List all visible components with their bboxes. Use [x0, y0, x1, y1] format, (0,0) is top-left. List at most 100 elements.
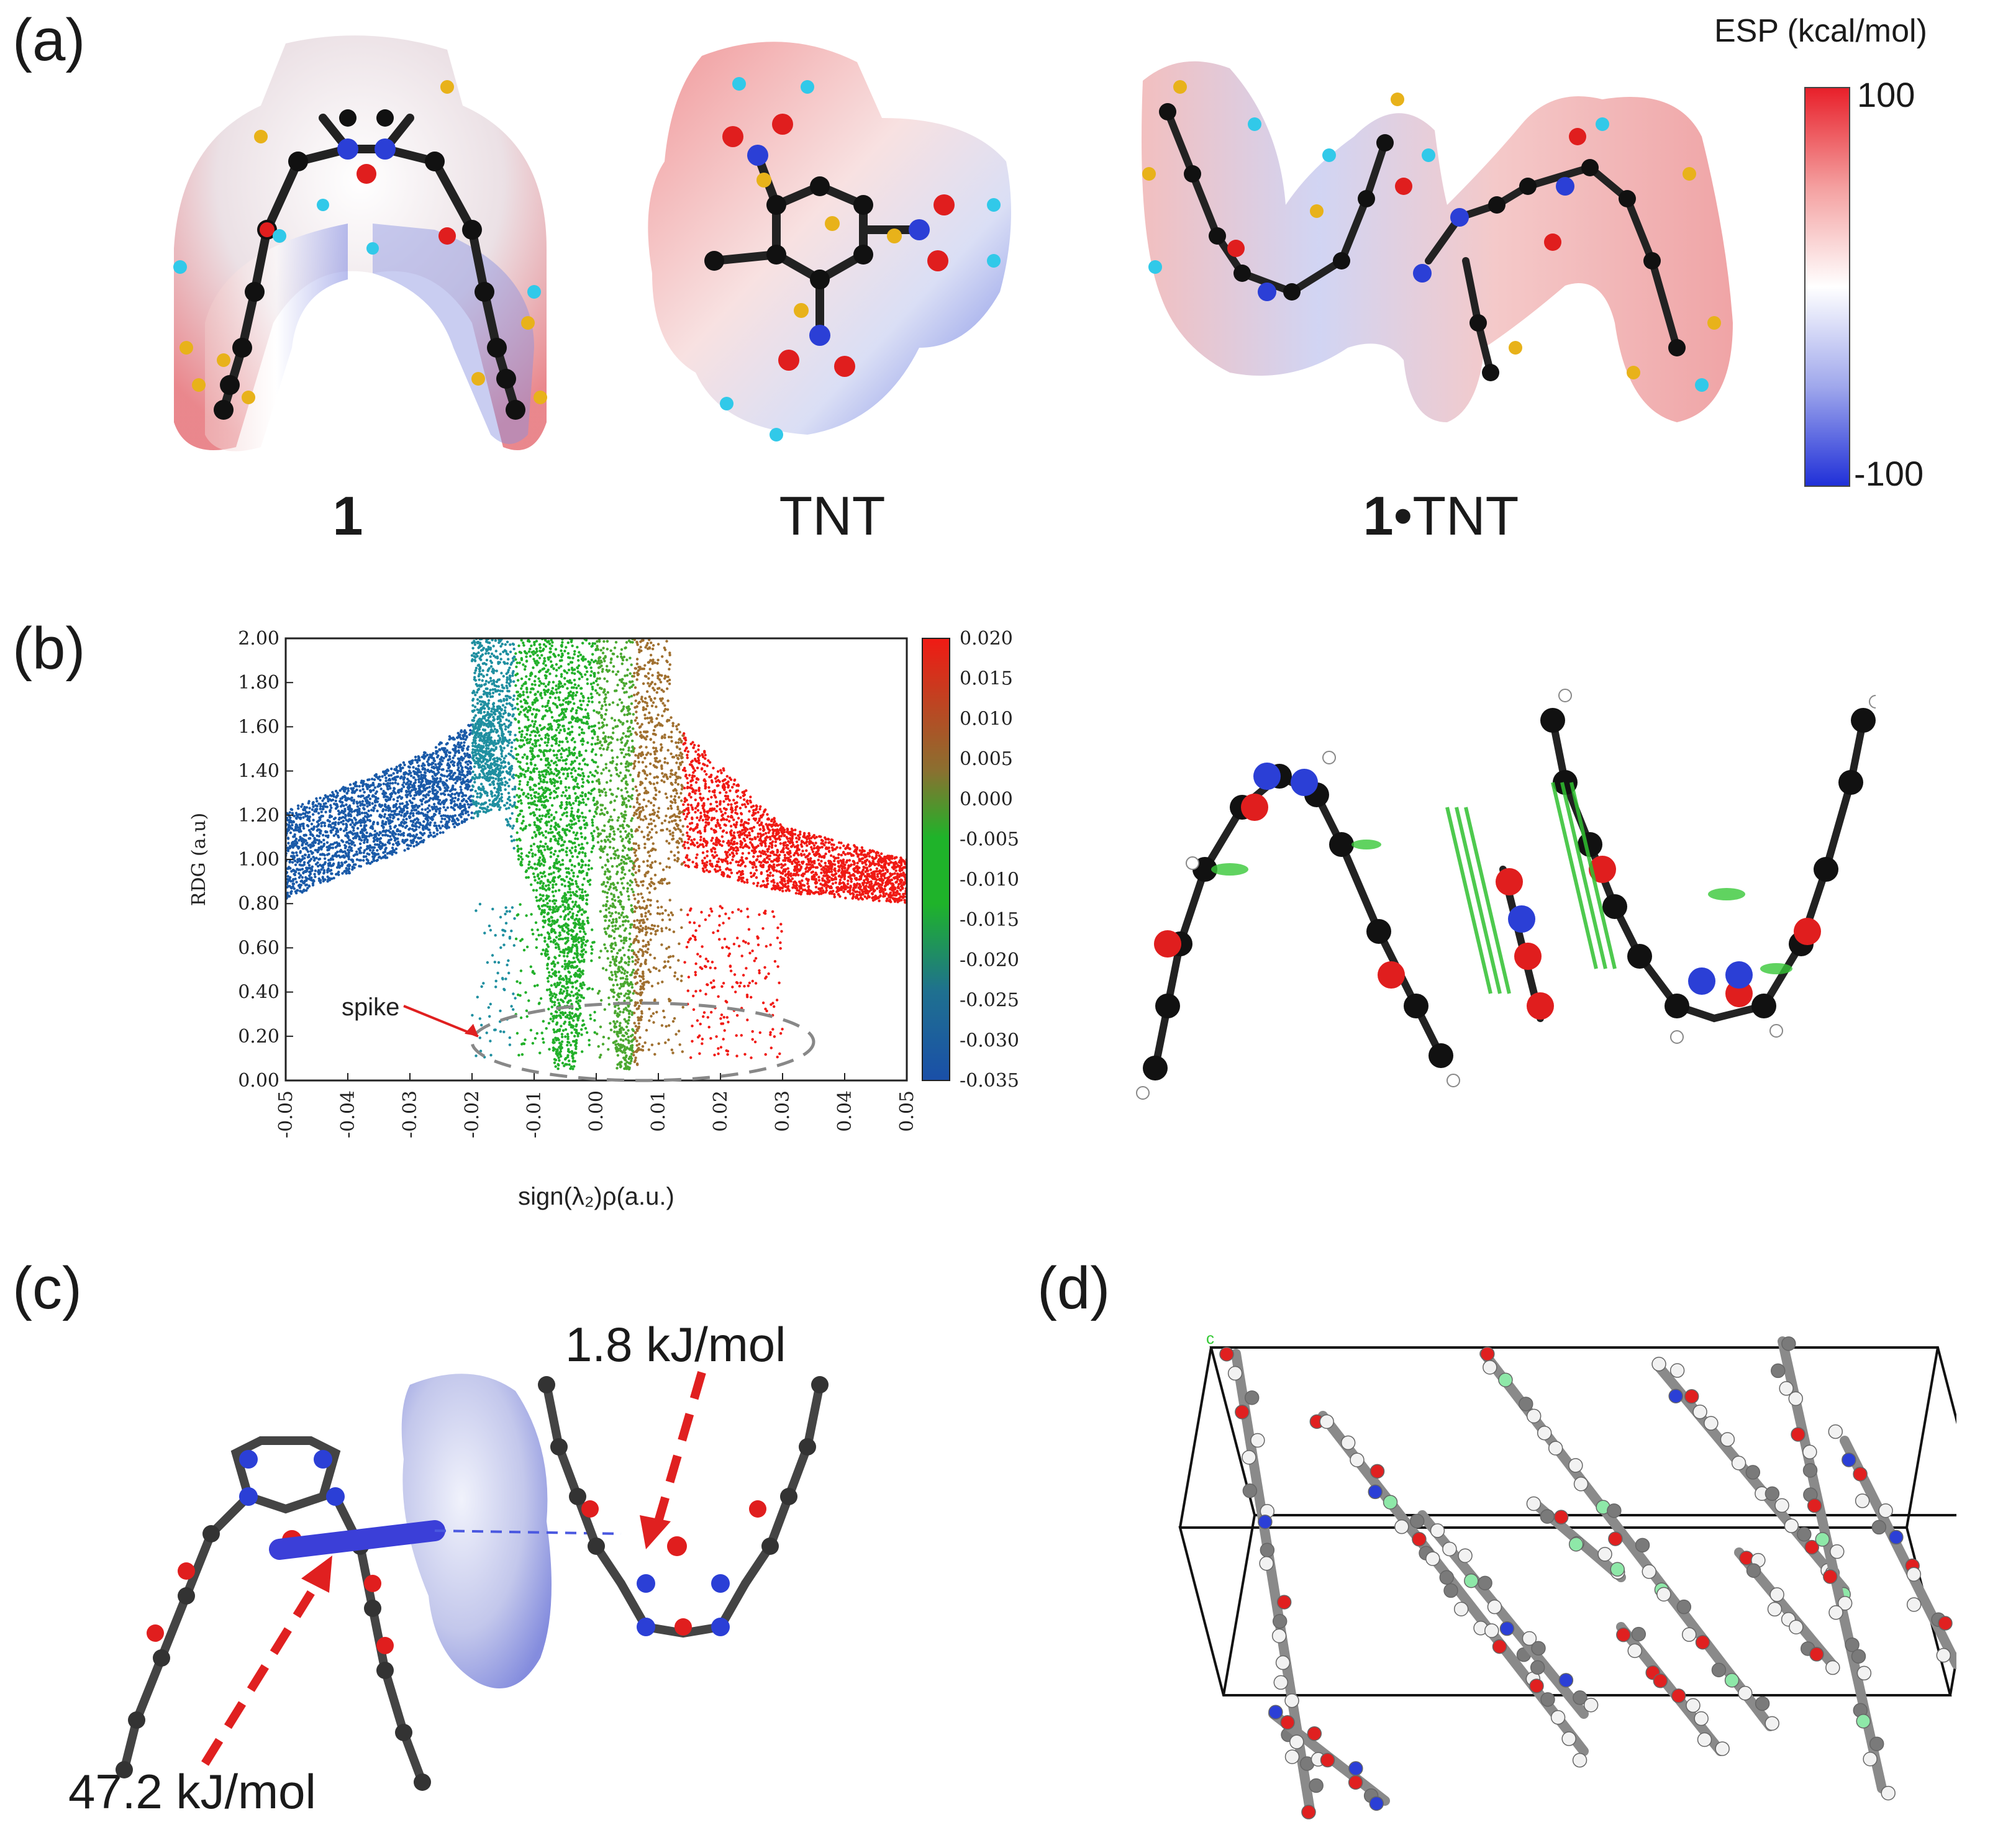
rdg-point: [576, 717, 579, 720]
rdg-point: [542, 682, 545, 686]
rdg-point: [299, 837, 302, 841]
rdg-point: [504, 706, 507, 709]
rdg-point: [479, 685, 482, 688]
rdg-point: [391, 843, 395, 846]
rdg-point: [507, 658, 510, 661]
rdg-point: [480, 644, 483, 648]
rdg-point: [579, 847, 583, 850]
rdg-point: [415, 791, 418, 794]
rdg-point: [522, 663, 525, 666]
rdg-point: [579, 826, 583, 829]
rdg-point: [290, 845, 293, 848]
rdg-point: [437, 780, 440, 784]
rdg-point: [555, 810, 558, 814]
rdg-point: [519, 780, 522, 783]
rdg-point: [543, 741, 547, 745]
rdg-point: [317, 812, 320, 815]
rdg-point: [555, 719, 558, 722]
rdg-point: [371, 823, 375, 826]
rdg-point: [504, 711, 507, 714]
rdg-point: [476, 654, 479, 658]
rdg-point: [571, 1067, 575, 1071]
rdg-point: [547, 812, 550, 815]
rdg-point: [568, 971, 571, 974]
rdg-point: [490, 713, 493, 716]
rdg-point: [420, 764, 424, 768]
rdg-point: [345, 818, 348, 822]
rdg-point: [555, 669, 558, 672]
rdg-point: [474, 669, 478, 672]
rdg-point: [525, 854, 529, 858]
rdg-point: [383, 813, 387, 816]
rdg-point: [517, 858, 520, 861]
rdg-point: [544, 795, 547, 799]
rdg-point: [389, 787, 392, 790]
rdg-point: [570, 807, 573, 810]
rdg-point: [450, 761, 453, 764]
rdg-point: [359, 824, 363, 827]
rdg-point: [366, 787, 369, 790]
rdg-point: [440, 792, 443, 795]
rdg-point: [303, 808, 307, 812]
rdg-point: [561, 925, 564, 928]
rdg-point: [319, 805, 322, 808]
rdg-point: [412, 845, 416, 848]
rdg-point: [347, 812, 350, 815]
rdg-point: [499, 689, 502, 692]
rdg-point: [388, 821, 391, 824]
rdg-point: [365, 782, 368, 786]
rdg-point: [366, 838, 369, 842]
rdg-point: [559, 937, 563, 941]
rdg-point: [583, 837, 586, 840]
rdg-point: [586, 670, 589, 673]
rdg-point: [349, 823, 352, 827]
rdg-point: [491, 795, 494, 798]
panel-a-label: (a): [12, 7, 86, 73]
rdg-point: [571, 900, 575, 904]
rdg-point: [562, 910, 565, 913]
rdg-point: [533, 745, 537, 748]
rdg-point: [460, 741, 463, 745]
rdg-point: [467, 723, 470, 727]
rdg-point: [575, 882, 578, 886]
rdg-point: [587, 791, 591, 794]
rdg-point: [454, 781, 457, 785]
rdg-point: [535, 895, 538, 899]
rdg-point: [568, 1021, 571, 1024]
rdg-point: [438, 762, 442, 766]
rdg-point: [389, 782, 392, 785]
rdg-point: [525, 876, 528, 879]
rdg-point: [568, 679, 571, 682]
rdg-point: [535, 889, 538, 892]
rdg-point: [435, 810, 438, 813]
rdg-point: [301, 847, 305, 850]
rdg-point: [327, 847, 331, 850]
rdg-point: [291, 823, 294, 827]
rdg-point: [548, 696, 552, 699]
rdg-point: [578, 976, 581, 979]
rdg-point: [496, 759, 499, 763]
rdg-point: [496, 756, 499, 759]
rdg-point: [573, 650, 576, 653]
rdg-point: [489, 776, 492, 779]
rdg-point: [481, 776, 484, 779]
rdg-point: [543, 691, 547, 694]
rdg-point: [576, 958, 580, 961]
rdg-point: [526, 781, 530, 784]
rdg-point: [440, 773, 443, 776]
rdg-point: [502, 661, 506, 664]
rdg-point: [379, 779, 382, 782]
rdg-point: [578, 651, 581, 654]
rdg-point: [582, 935, 585, 939]
rdg-point: [538, 670, 541, 674]
rdg-point: [534, 853, 537, 856]
rdg-point: [522, 815, 525, 818]
rdg-point: [378, 845, 381, 849]
rdg-point: [571, 725, 574, 728]
rdg-point: [571, 915, 575, 918]
rdg-point: [557, 687, 560, 690]
rdg-point: [534, 739, 537, 742]
rdg-point: [538, 771, 541, 774]
rdg-point: [301, 803, 304, 806]
rdg-point: [514, 718, 517, 721]
